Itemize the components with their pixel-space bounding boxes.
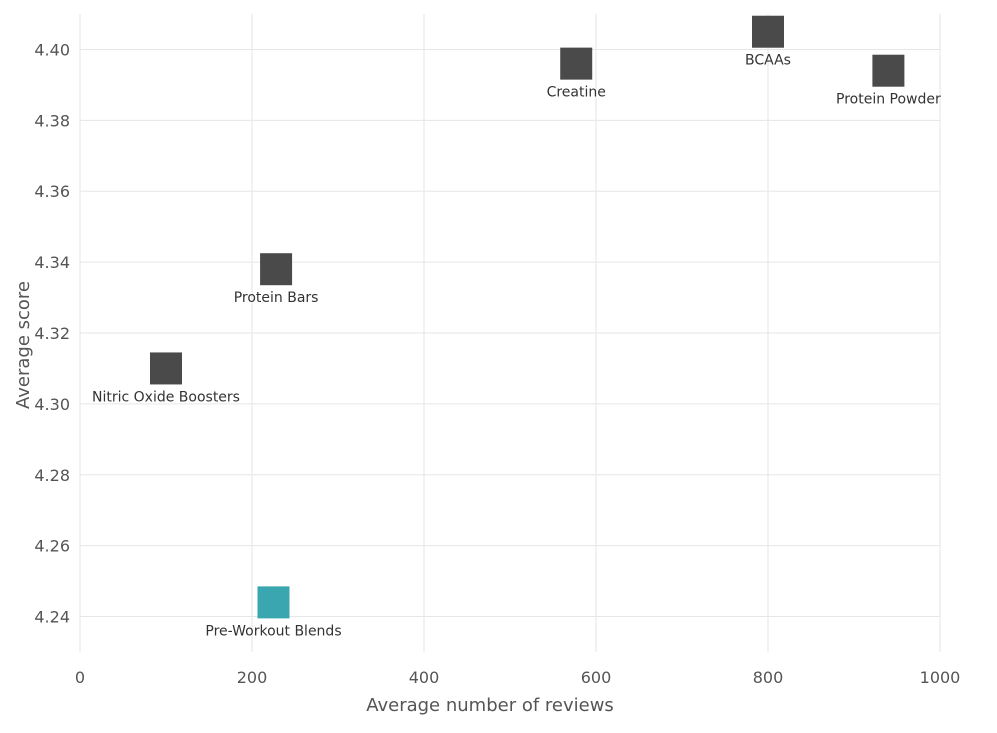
data-point-label: Pre-Workout Blends <box>205 623 341 639</box>
data-point-label: Nitric Oxide Boosters <box>92 389 240 405</box>
y-tick-label: 4.34 <box>34 253 70 272</box>
data-point-label: Protein Bars <box>234 290 319 306</box>
y-axis-title: Average score <box>13 281 34 409</box>
x-tick-label: 600 <box>581 668 612 687</box>
x-axis-ticks: 0 200 400 600 800 1000 <box>75 668 960 687</box>
x-tick-label: 800 <box>753 668 784 687</box>
data-point-label: Protein Powder <box>836 92 941 108</box>
y-tick-label: 4.38 <box>34 111 70 130</box>
data-point-marker <box>150 352 182 385</box>
x-axis-title: Average number of reviews <box>366 695 614 716</box>
data-point-label: Creatine <box>547 85 606 101</box>
y-tick-label: 4.24 <box>34 608 70 627</box>
data-point-marker <box>752 15 784 48</box>
y-tick-label: 4.28 <box>34 466 70 485</box>
y-axis-ticks: 4.24 4.26 4.28 4.30 4.32 4.34 4.36 4.38 4.40 <box>34 40 70 626</box>
y-tick-label: 4.30 <box>34 395 70 414</box>
data-points: BCAAs Creatine Protein Powder Protein Bars N… <box>92 15 941 639</box>
data-point-marker <box>257 586 290 619</box>
grid <box>79 14 941 652</box>
data-point-label: BCAAs <box>745 53 791 69</box>
data-point-marker <box>260 253 293 286</box>
x-tick-label: 0 <box>75 668 85 687</box>
y-tick-label: 4.36 <box>34 182 70 201</box>
y-tick-label: 4.40 <box>34 40 70 59</box>
data-point-marker <box>872 54 905 87</box>
x-tick-label: 1000 <box>920 668 961 687</box>
x-tick-label: 400 <box>409 668 440 687</box>
x-tick-label: 200 <box>237 668 268 687</box>
y-tick-label: 4.32 <box>34 324 70 343</box>
data-point-marker <box>560 47 593 80</box>
y-tick-label: 4.26 <box>34 537 70 556</box>
